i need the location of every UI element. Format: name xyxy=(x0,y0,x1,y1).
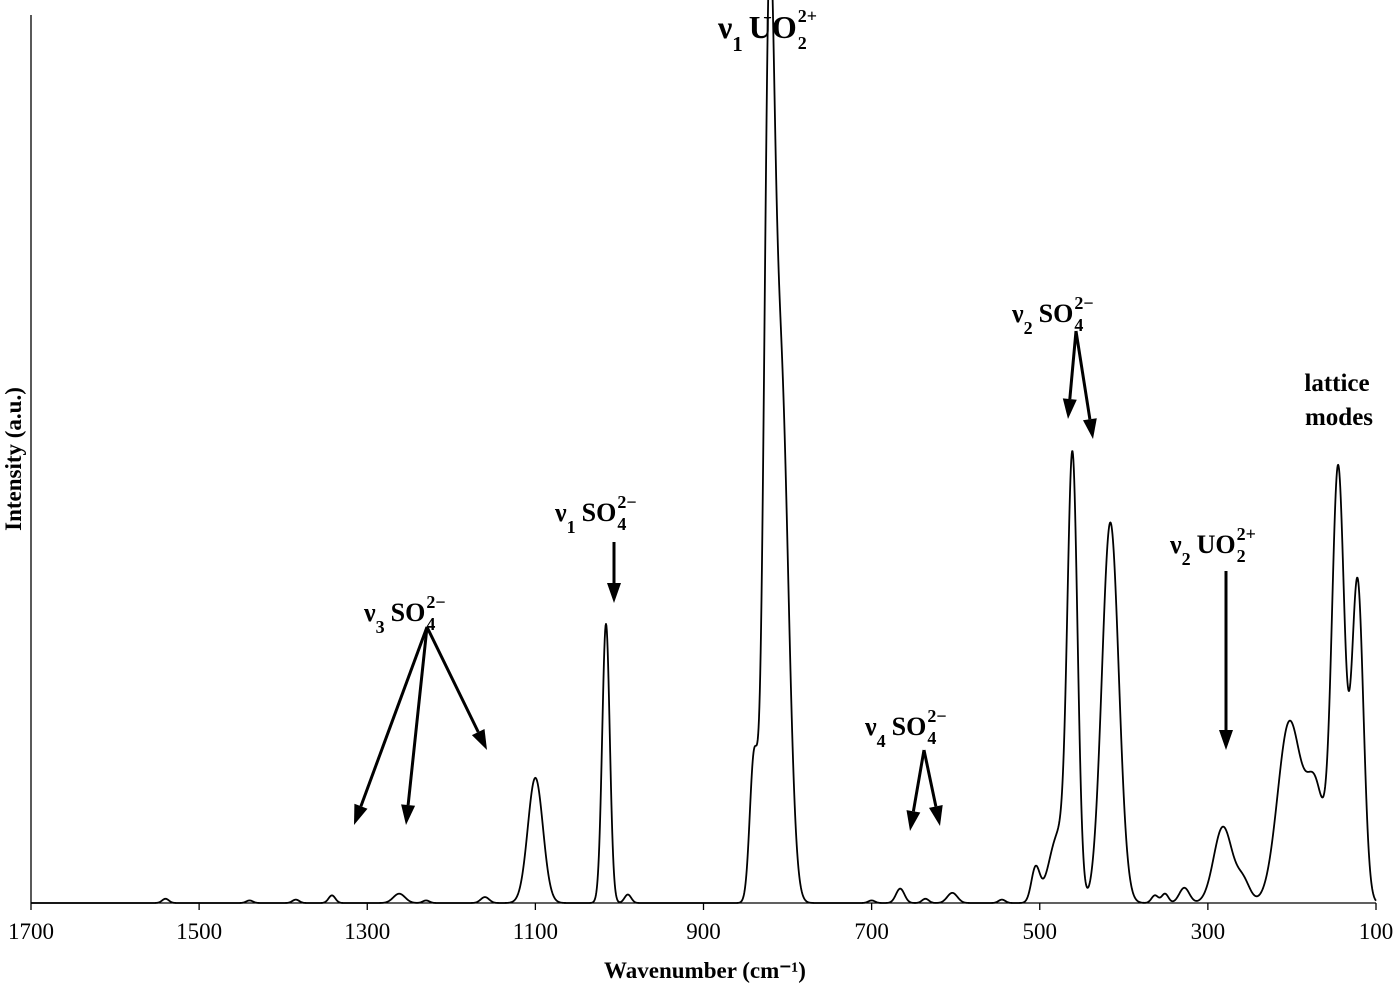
x-tick-label: 1300 xyxy=(344,919,390,944)
annotation-arrow-shaft xyxy=(1068,330,1078,400)
band-label: ν2 SO xyxy=(1011,299,1073,338)
y-axis-title: Intensity (a.u.) xyxy=(1,387,26,531)
band-label: ν1 SO xyxy=(554,498,616,537)
annotations: ν3 SO 2−4ν1 SO 2−4ν1 UO 2+2ν4 SO 2−4ν2 SO 2−4ν2 UO 2… xyxy=(354,6,1256,831)
annotation-arrow-head xyxy=(906,810,921,831)
annotation-arrow-head xyxy=(354,803,368,825)
x-ticks xyxy=(30,903,1377,910)
annotation-arrow-head xyxy=(1062,398,1077,419)
band-label-subscript: 4 xyxy=(1074,315,1083,335)
band-label: ν2 UO xyxy=(1169,530,1236,569)
annotation-arrow-shaft xyxy=(406,626,429,806)
annotation-arrow-head xyxy=(401,804,416,825)
series-line xyxy=(30,0,1377,904)
x-tick-label: 100 xyxy=(1359,919,1394,944)
annotation-arrow-shaft xyxy=(911,749,926,812)
band-annotation: ν1 SO 2−4 xyxy=(554,492,637,603)
band-label-subscript: 2 xyxy=(798,33,807,53)
band-label: ν1 UO xyxy=(717,9,797,56)
x-tick-labels: 1700 1500 1300 1100 900 700 500 300 100 xyxy=(8,919,1393,944)
band-label-charge: 2− xyxy=(1074,293,1093,313)
x-tick-label: 700 xyxy=(854,919,889,944)
band-label-charge: 2− xyxy=(617,492,636,512)
x-tick-label: 300 xyxy=(1191,919,1226,944)
x-tick-label: 1100 xyxy=(513,919,558,944)
x-axis-title: Wavenumber (cm⁻¹) xyxy=(604,958,806,983)
band-annotation: ν2 UO 2+2 xyxy=(1169,524,1256,750)
lattice-modes-label: lattice modes xyxy=(1304,370,1373,431)
band-label-charge: 2+ xyxy=(798,6,817,26)
annotation-arrow-head xyxy=(929,805,943,826)
band-label-subscript: 4 xyxy=(426,614,435,634)
band-label-subscript: 4 xyxy=(617,514,626,534)
band-annotation: ν4 SO 2−4 xyxy=(864,706,947,831)
band-annotation: ν2 SO 2−4 xyxy=(1011,293,1097,439)
annotation-arrow-head xyxy=(1083,418,1097,439)
band-label-charge: 2− xyxy=(927,706,946,726)
band-label: ν3 SO xyxy=(363,598,425,637)
band-label-charge: 2+ xyxy=(1237,524,1256,544)
band-label-subscript: 2 xyxy=(1237,546,1246,566)
annotation-arrow-shaft xyxy=(922,749,938,807)
x-tick-label: 1700 xyxy=(8,919,54,944)
lattice-label-line1: lattice xyxy=(1304,370,1369,397)
annotation-arrow-shaft xyxy=(1074,330,1092,420)
band-annotation: ν1 UO 2+ 2 xyxy=(717,6,817,56)
annotation-arrow-head xyxy=(471,729,487,750)
lattice-label-line2: modes xyxy=(1305,404,1373,431)
annotation-arrow-head xyxy=(607,583,621,603)
annotation-arrow-shaft xyxy=(425,626,480,733)
x-tick-label: 1500 xyxy=(176,919,222,944)
band-label-subscript: 4 xyxy=(927,728,936,748)
x-tick-label: 500 xyxy=(1023,919,1058,944)
annotation-arrow-head xyxy=(1219,730,1233,750)
axes: 1700 1500 1300 1100 900 700 500 300 100 xyxy=(8,15,1393,944)
band-label: ν4 SO xyxy=(864,712,926,751)
annotation-arrow-shaft xyxy=(359,626,429,807)
x-tick-label: 900 xyxy=(686,919,721,944)
band-label-charge: 2− xyxy=(426,592,445,612)
band-annotation: ν3 SO 2−4 xyxy=(354,592,487,825)
